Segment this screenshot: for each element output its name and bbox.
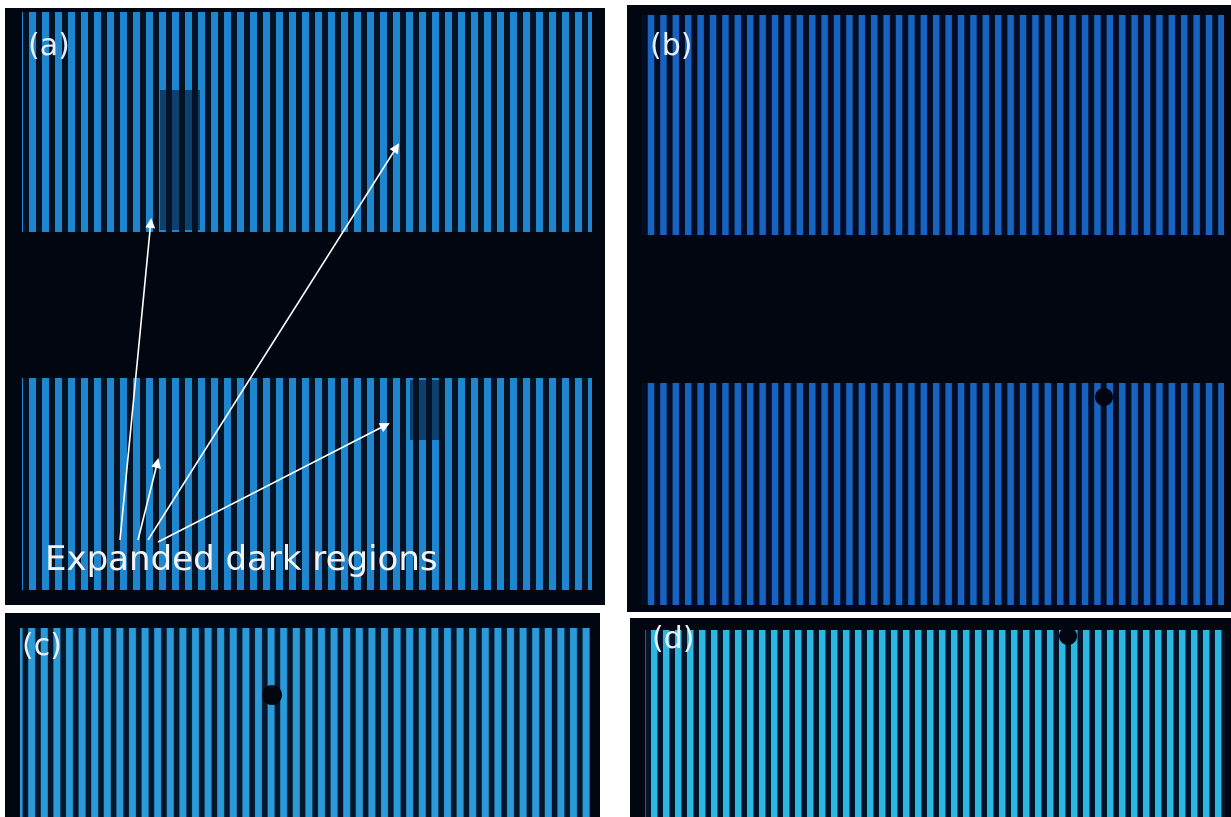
cell-stripes <box>642 383 1224 605</box>
figure: (a) Expanded dark regions (b) (c) (d) <box>0 0 1231 817</box>
dark-region <box>410 380 440 440</box>
cell-stripes <box>642 15 1224 235</box>
panel-a: (a) Expanded dark regions <box>5 8 605 605</box>
panel-b: (b) <box>627 5 1231 612</box>
panel-label: (b) <box>650 28 692 63</box>
panel-d: (d) <box>630 618 1231 817</box>
panel-label: (c) <box>22 628 62 663</box>
cell-stripes <box>645 630 1225 817</box>
dark-region <box>160 90 200 230</box>
cell-stripes <box>20 628 590 817</box>
panel-c: (c) <box>5 613 600 817</box>
cell-stripes <box>22 12 592 232</box>
panel-label: (a) <box>28 28 70 63</box>
panel-label: (d) <box>652 621 694 656</box>
defect <box>1059 627 1077 645</box>
annotation: Expanded dark regions <box>45 539 438 579</box>
defect <box>262 685 282 705</box>
defect <box>1095 388 1113 406</box>
